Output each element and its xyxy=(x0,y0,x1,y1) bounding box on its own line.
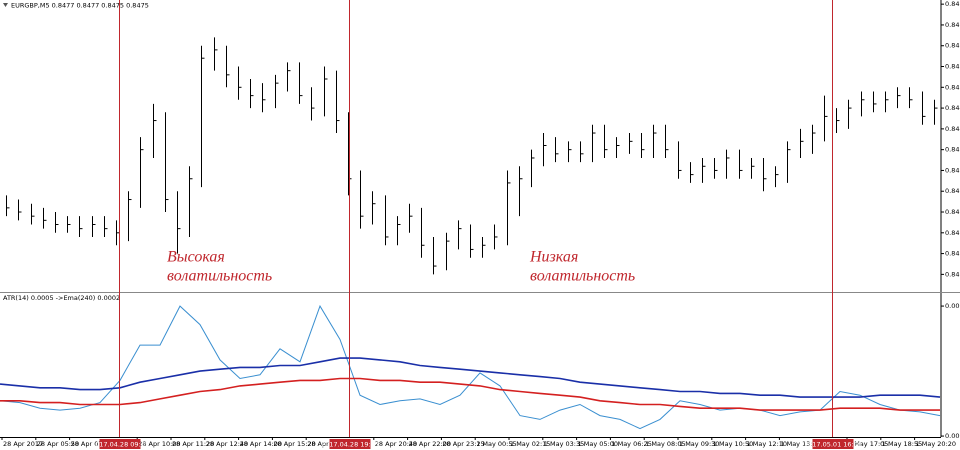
y-tick-label: 0.8460 xyxy=(945,42,960,50)
x-tick-label: 1 May 05:00 xyxy=(578,440,618,448)
indicator-line xyxy=(0,304,941,430)
x-tick-label: 28 Apr 05:50 xyxy=(37,440,79,448)
x-tick-label: 1 May 08:05 xyxy=(645,440,685,448)
x-tick-label: 28 Apr 22:00 xyxy=(409,440,451,448)
y-tick-label: 0.8465 xyxy=(945,21,960,29)
x-tick-label: 1 May 09:30 xyxy=(679,440,719,448)
y-tick-label: 0.8420 xyxy=(945,208,960,216)
x-tick-label: 28 Apr 11:20 xyxy=(172,440,214,448)
x-tick-label: 28 Apr 20:40 xyxy=(375,440,417,448)
y-tick-label: 0.8430 xyxy=(945,166,960,174)
chart-title: EURGBP,M5 0.8477 0.8477 0.8475 0.8475 xyxy=(11,2,149,10)
marker-label: 2017.04.28 19:05 xyxy=(321,441,379,449)
annotation: Низкая xyxy=(529,249,578,266)
x-tick-label: 1 May 13:30 xyxy=(780,440,820,448)
y-tick-label: 0.8415 xyxy=(945,229,960,237)
x-tick-label: 1 May 18:55 xyxy=(882,440,922,448)
x-tick-label: 1 May 02:15 xyxy=(510,440,550,448)
marker-label-bg xyxy=(329,439,371,449)
x-tick-label: 28 Apr 16:40 xyxy=(307,440,349,448)
x-tick-label: 1 May 00:55 xyxy=(476,440,516,448)
x-tick-label: 28 Apr 23:25 xyxy=(442,440,484,448)
x-tick-label: 28 Apr 2017 xyxy=(3,440,43,448)
y-tick-label: 0.0008 xyxy=(945,302,960,310)
y-tick-label: 0.8450 xyxy=(945,83,960,91)
y-tick-label: 0.8470 xyxy=(945,0,960,8)
y-tick-label: 0.8455 xyxy=(945,63,960,71)
x-tick-label: 1 May 06:25 xyxy=(611,440,651,448)
indicator-line xyxy=(0,357,941,398)
y-tick-label: 0.0001 xyxy=(945,432,960,440)
annotation: Высокая xyxy=(167,249,225,266)
annotation: волатильность xyxy=(530,268,635,285)
symbol-icon xyxy=(3,3,8,7)
price-bars xyxy=(6,37,938,275)
indicator-title: ATR(14) 0.0005 ->Ema(240) 0.0002 xyxy=(3,294,120,302)
x-tick-label: 1 May 10:50 xyxy=(713,440,753,448)
x-tick-label: 28 Apr 14:00 xyxy=(240,440,282,448)
y-tick-label: 0.8435 xyxy=(945,146,960,154)
indicator-line xyxy=(0,377,940,411)
y-tick-label: 0.8425 xyxy=(945,187,960,195)
y-tick-label: 0.8445 xyxy=(945,104,960,112)
marker-label: 2017.05.01 16:05 xyxy=(804,441,862,449)
x-tick-label: 1 May 12:10 xyxy=(747,440,787,448)
x-tick-label: 28 Apr 12:40 xyxy=(206,440,248,448)
y-tick-label: 0.8410 xyxy=(945,250,960,258)
y-tick-label: 0.8405 xyxy=(945,270,960,278)
x-tick-label: 28 Apr 15:20 xyxy=(273,440,315,448)
marker-label-bg xyxy=(812,439,854,449)
y-tick-label: 0.8440 xyxy=(945,125,960,133)
x-tick-label: 1 May 17:05 xyxy=(848,440,888,448)
marker-label-bg xyxy=(99,439,141,449)
x-tick-label: 1 May 03:35 xyxy=(544,440,584,448)
marker-label: 2017.04.28 09:05 xyxy=(91,441,149,449)
x-tick-label: 1 May 20:20 xyxy=(916,440,956,448)
x-tick-label: 28 Apr 07:20 xyxy=(71,440,113,448)
x-tick-label: 28 Apr 10:00 xyxy=(138,440,180,448)
annotation: волатильность xyxy=(167,268,272,285)
